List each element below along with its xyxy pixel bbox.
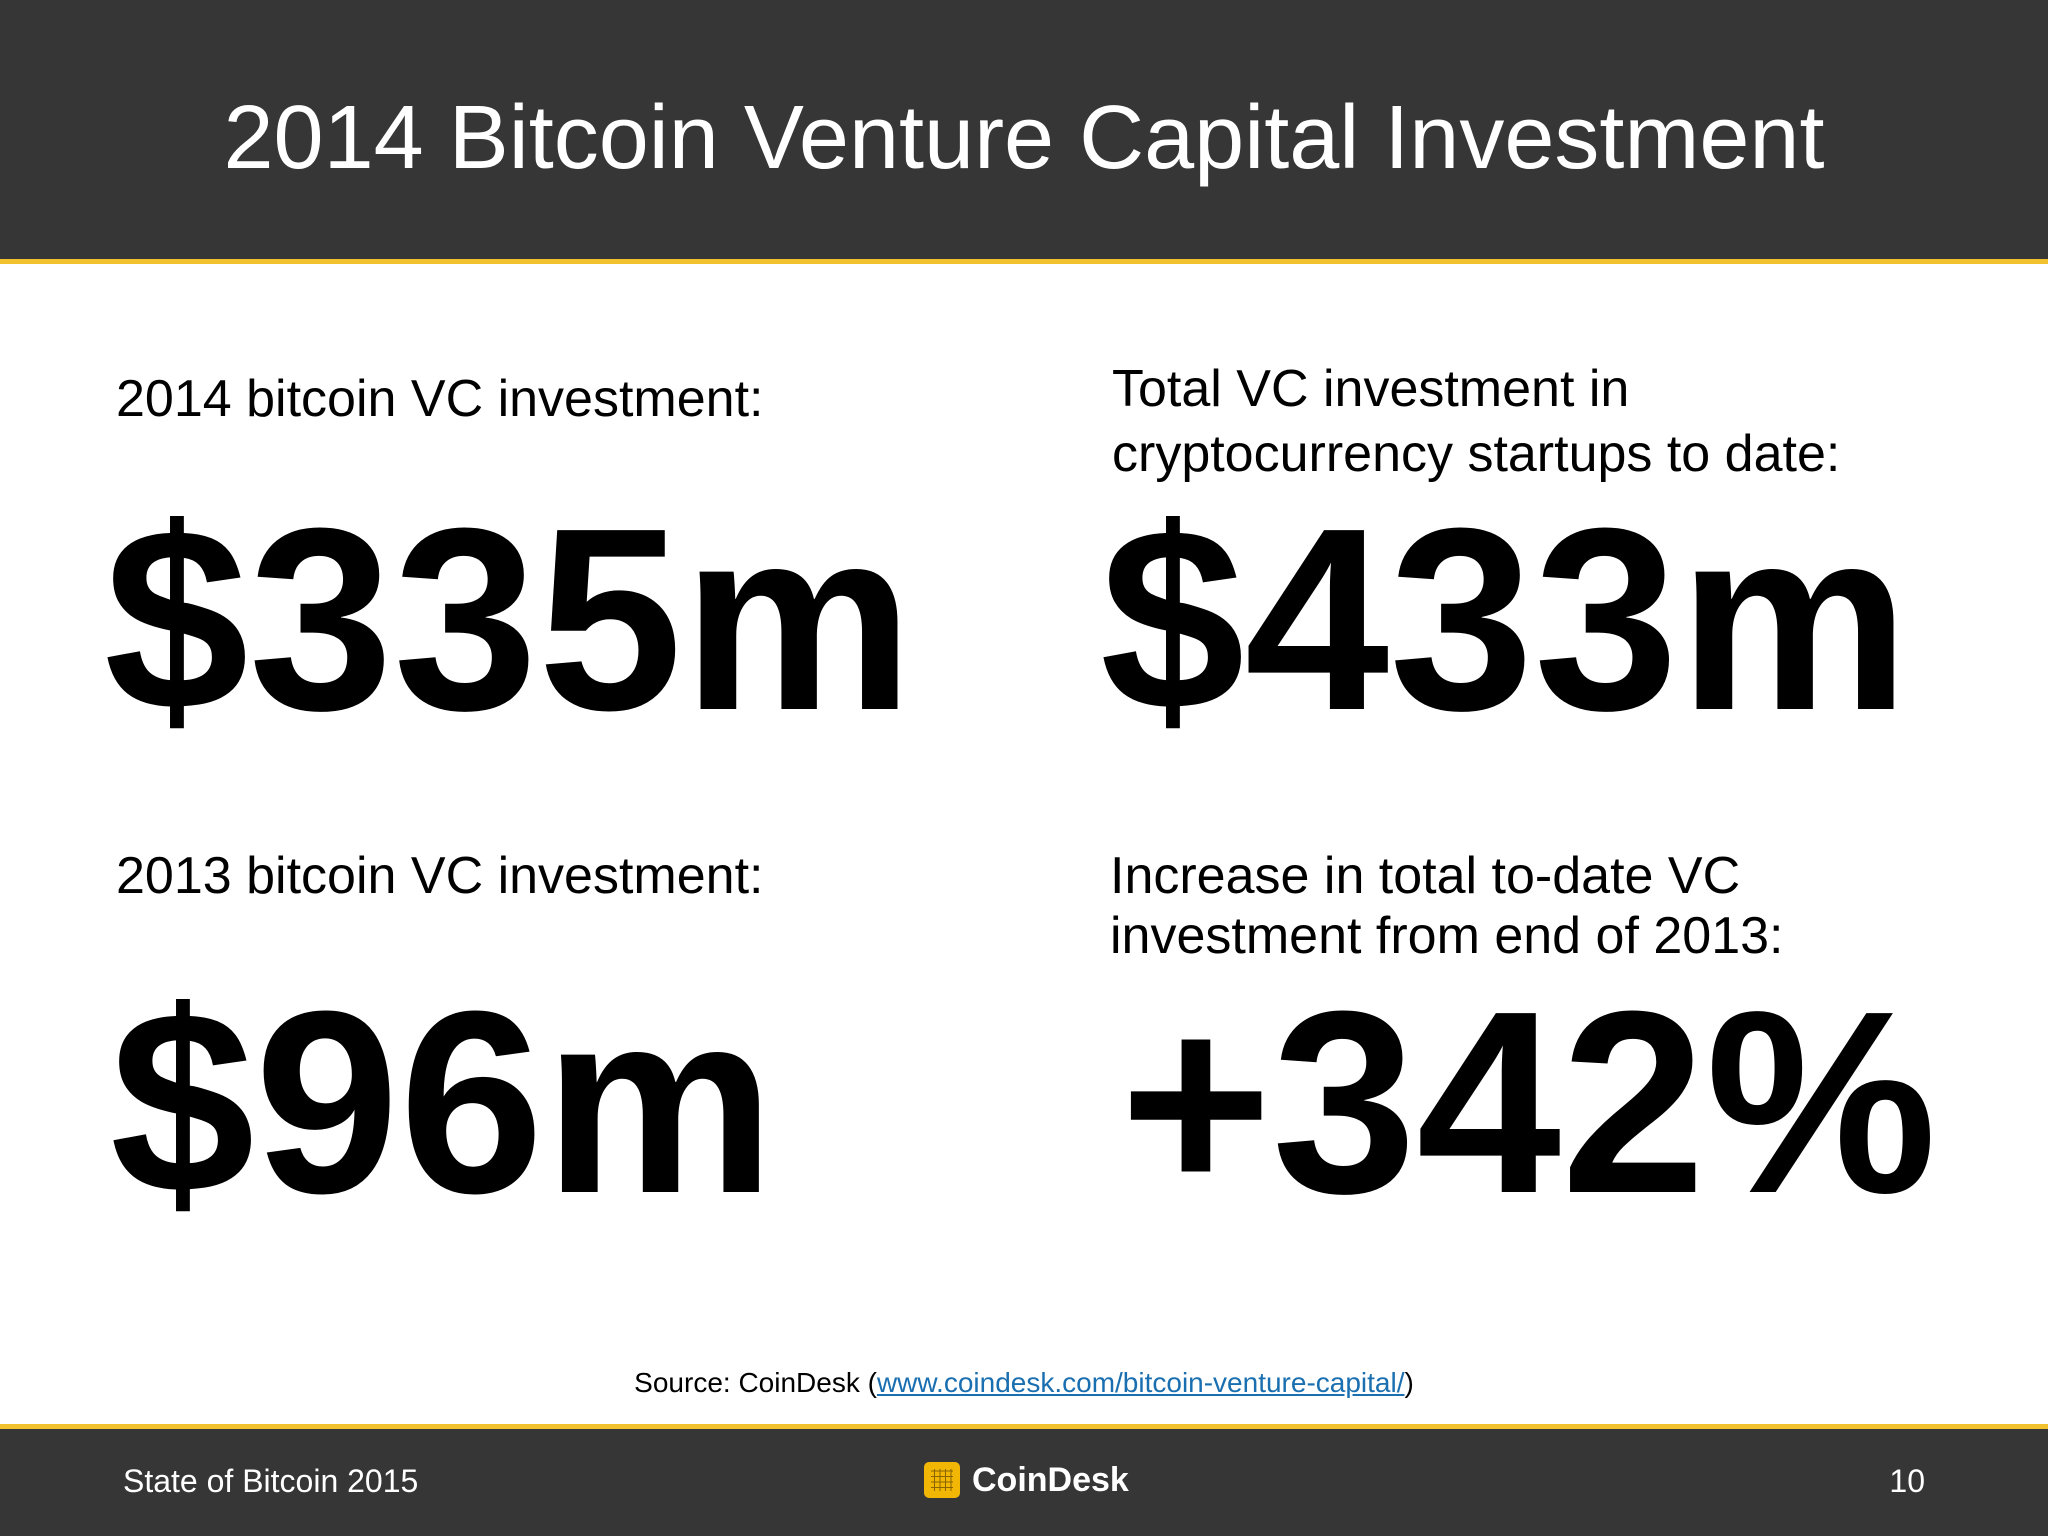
page-number: 10 bbox=[1889, 1463, 1925, 1499]
coindesk-logo: CoinDesk bbox=[924, 1459, 1129, 1501]
stat-value-increase: +342% bbox=[1120, 958, 1937, 1248]
stat-label-increase-line-1: Increase in total to-date VC bbox=[1110, 847, 1741, 905]
slide-footer: State of Bitcoin 2015 CoinDesk 10 bbox=[0, 1424, 2048, 1536]
stat-label-increase-line-2: investment from end of 2013: bbox=[1110, 907, 1784, 965]
source-suffix: ) bbox=[1404, 1367, 1414, 1398]
stat-label-total-to-date-line-2: cryptocurrency startups to date: bbox=[1112, 425, 1841, 483]
source-prefix: Source: CoinDesk ( bbox=[634, 1367, 877, 1398]
stat-label-total-to-date-line-1: Total VC investment in bbox=[1112, 360, 1630, 418]
slide-title: 2014 Bitcoin Venture Capital Investment bbox=[223, 88, 1825, 188]
source-citation: Source: CoinDesk (www.coindesk.com/bitco… bbox=[0, 1365, 2048, 1401]
source-link[interactable]: www.coindesk.com/bitcoin-venture-capital… bbox=[876, 1367, 1405, 1398]
stat-value-total-to-date: $433m bbox=[1100, 475, 1910, 765]
stat-label-2014-investment: 2014 bitcoin VC investment: bbox=[116, 370, 764, 428]
stat-label-2013-investment: 2013 bitcoin VC investment: bbox=[116, 847, 764, 905]
stat-value-2013-investment: $96m bbox=[110, 958, 775, 1248]
coindesk-logo-text: CoinDesk bbox=[972, 1461, 1129, 1499]
stat-value-2014-investment: $335m bbox=[104, 475, 914, 765]
footer-deck-title: State of Bitcoin 2015 bbox=[123, 1463, 419, 1499]
slide-header: 2014 Bitcoin Venture Capital Investment bbox=[0, 0, 2048, 264]
coindesk-logo-icon bbox=[924, 1462, 960, 1498]
